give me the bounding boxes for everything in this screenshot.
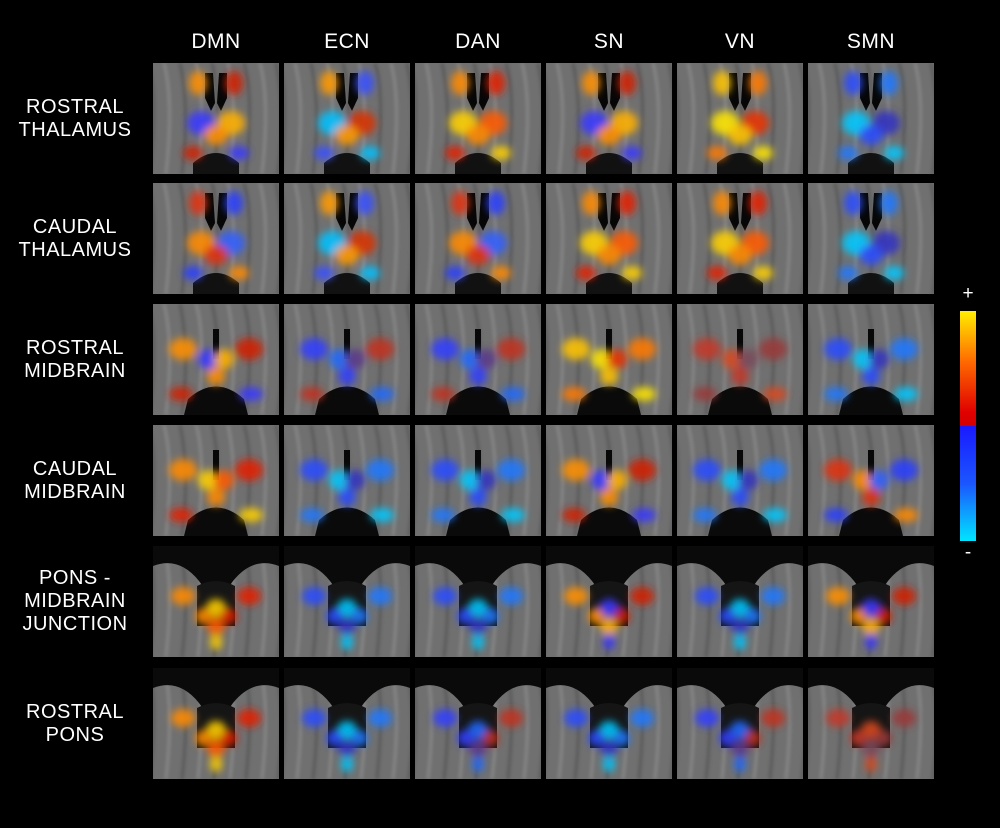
activation-map-tile <box>808 63 934 174</box>
activation-map-tile <box>153 668 279 779</box>
row-label: ROSTRAL THALAMUS <box>0 96 150 142</box>
column-label-dmn: DMN <box>191 30 241 53</box>
column-label-smn: SMN <box>846 30 896 53</box>
colorbar-max-label: + <box>962 283 974 304</box>
activation-map-tile <box>677 546 803 657</box>
activation-map-tile <box>415 183 541 294</box>
colorbar-min-label: - <box>964 542 972 563</box>
column-label-vn: VN <box>724 30 756 53</box>
row-label-line: ROSTRAL <box>26 336 124 359</box>
activation-map-tile <box>415 546 541 657</box>
row-label: ROSTRAL PONS <box>0 701 150 747</box>
row-label-line: MIDBRAIN <box>24 590 126 612</box>
activation-map-tile <box>415 425 541 536</box>
activation-map-tile <box>153 183 279 294</box>
row-label-line: JUNCTION <box>22 613 128 635</box>
row-label-line: CAUDAL <box>32 457 118 480</box>
row-label: CAUDAL THALAMUS <box>0 216 150 262</box>
activation-map-tile <box>415 63 541 174</box>
activation-map-tile <box>546 425 672 536</box>
row-label-line: MIDBRAIN <box>24 480 126 503</box>
activation-map-tile <box>153 425 279 536</box>
activation-map-tile <box>808 425 934 536</box>
activation-map-tile <box>153 546 279 657</box>
row-label-line: MIDBRAIN <box>24 359 126 382</box>
column-label-ecn: ECN <box>324 30 370 53</box>
activation-map-tile <box>808 183 934 294</box>
colorbar <box>960 311 976 541</box>
activation-map-tile <box>284 668 410 779</box>
activation-map-tile <box>415 304 541 415</box>
activation-map-tile <box>415 668 541 779</box>
activation-map-tile <box>153 304 279 415</box>
row-label-line: THALAMUS <box>18 238 132 261</box>
activation-map-tile <box>284 183 410 294</box>
activation-map-tile <box>808 668 934 779</box>
row-label-line: ROSTRAL <box>26 700 124 723</box>
row-label-line: CAUDAL <box>32 215 118 238</box>
column-label-dan: DAN <box>455 30 501 53</box>
row-label-line: PONS <box>45 723 105 746</box>
row-label-line: THALAMUS <box>18 118 132 141</box>
activation-map-tile <box>677 183 803 294</box>
column-label-sn: SN <box>593 30 625 53</box>
activation-map-tile <box>677 668 803 779</box>
activation-map-tile <box>677 63 803 174</box>
activation-map-tile <box>284 63 410 174</box>
activation-map-tile <box>677 304 803 415</box>
activation-map-tile <box>808 546 934 657</box>
activation-map-tile <box>546 304 672 415</box>
row-label: ROSTRAL MIDBRAIN <box>0 337 150 383</box>
row-label-line: ROSTRAL <box>26 95 124 118</box>
activation-map-tile <box>284 425 410 536</box>
activation-map-tile <box>546 183 672 294</box>
row-label: PONS - MIDBRAIN JUNCTION <box>0 567 150 636</box>
activation-map-tile <box>284 304 410 415</box>
row-label-line: PONS - <box>39 567 111 589</box>
activation-map-tile <box>546 63 672 174</box>
row-label: CAUDAL MIDBRAIN <box>0 458 150 504</box>
activation-map-tile <box>808 304 934 415</box>
activation-map-tile <box>546 546 672 657</box>
activation-map-tile <box>284 546 410 657</box>
activation-map-tile <box>546 668 672 779</box>
activation-map-tile <box>677 425 803 536</box>
activation-map-tile <box>153 63 279 174</box>
